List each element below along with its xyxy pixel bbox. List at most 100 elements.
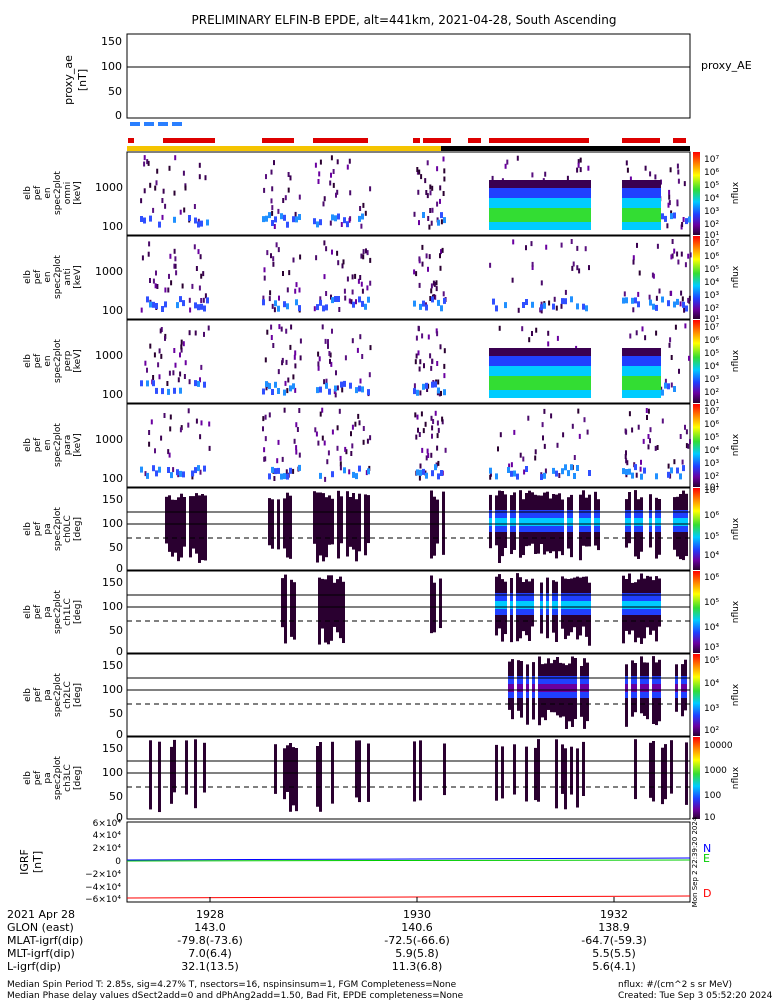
spectrogram-cell	[369, 345, 372, 351]
spectrogram-cell	[669, 337, 672, 343]
spectrogram-cell	[670, 213, 673, 220]
energy-panel-frame	[126, 151, 691, 236]
spectrogram-cell	[440, 249, 442, 255]
fgm-availability-bar	[172, 122, 182, 126]
spectrogram-cell	[522, 208, 525, 222]
spectrogram-cell	[519, 376, 522, 390]
spectrogram-cell	[550, 676, 553, 684]
spectrogram-cell	[658, 676, 661, 684]
spectrogram-cell	[635, 472, 638, 478]
spectrogram-cell	[531, 188, 534, 198]
pa-ytick: 100	[102, 600, 123, 613]
spectrogram-cell	[528, 376, 531, 390]
cbar-tick: 10⁷	[704, 407, 719, 417]
spectrogram-cell	[351, 424, 354, 430]
spectrogram-cell	[489, 356, 492, 366]
cbar-label: nflux	[731, 349, 741, 372]
cbar-tick: 1000	[704, 766, 727, 776]
spectrogram-cell	[628, 411, 631, 417]
spectrogram-cell	[522, 222, 525, 230]
spectrogram-cell	[429, 208, 432, 213]
spectrogram-cell	[265, 215, 268, 222]
spectrogram-cell	[646, 601, 649, 609]
spectrogram-cell	[368, 372, 371, 378]
spectrogram-cell	[525, 390, 528, 398]
spectrogram-cell	[634, 390, 637, 398]
energy-spectrogram-cells	[140, 155, 691, 230]
spectrogram-cell	[646, 390, 649, 398]
spectrogram-cell	[594, 510, 597, 518]
spectrogram-cell	[268, 498, 271, 546]
spectrogram-cell	[640, 198, 643, 208]
spectrogram-cell	[577, 162, 580, 168]
spectrogram-cell	[431, 381, 434, 388]
spectrogram-cell	[673, 459, 676, 465]
spectrogram-cell	[273, 224, 276, 229]
spectrogram-cell	[146, 159, 149, 165]
spectrogram-cell	[180, 339, 183, 345]
pa-ylabel: pef	[33, 687, 43, 702]
spectrogram-cell	[531, 222, 534, 230]
spectrogram-cell	[637, 208, 640, 222]
spectrogram-cell	[313, 218, 316, 225]
spectrogram-cell	[570, 188, 573, 198]
energy-ytick: 1000	[95, 181, 123, 194]
spectrogram-cell	[510, 366, 513, 376]
spectrogram-cell	[573, 601, 576, 609]
spectrogram-cell	[549, 518, 552, 526]
spectrogram-cell	[555, 180, 558, 188]
spectrogram-cell	[322, 493, 325, 562]
spectrogram-cell	[573, 473, 576, 479]
spectrogram-cell	[631, 356, 634, 366]
spectrogram-cell	[184, 185, 187, 191]
spectrogram-cell	[316, 746, 319, 807]
spectrogram-cell	[319, 296, 322, 302]
spectrogram-cell	[513, 470, 516, 477]
spectrogram-cell	[278, 324, 281, 330]
spectrogram-cell	[286, 221, 289, 228]
spectrogram-cell	[573, 198, 576, 208]
spectrogram-cell	[684, 262, 687, 268]
spectrogram-cell	[495, 198, 498, 208]
spectrogram-cell	[140, 307, 143, 313]
spectrogram-cell	[504, 163, 507, 169]
igrf-ytick: −4×10⁴	[85, 883, 121, 893]
igrf-panel: 6×10⁴ 4×10⁴ 2×10⁴ 0 −2×10⁴ −4×10⁴ −6×10⁴…	[18, 816, 711, 907]
pa-ylabel: [deg]	[73, 683, 83, 707]
spectrogram-cell	[635, 330, 638, 336]
spectrogram-cell	[287, 172, 290, 177]
pa-ylabel: spec2plot	[53, 756, 63, 800]
spectrogram-cell	[204, 175, 207, 181]
fgm-availability-bar	[158, 122, 168, 126]
spectrogram-cell	[655, 366, 658, 376]
spectrogram-cell	[148, 430, 151, 435]
spectrogram-cell	[182, 300, 185, 307]
spectrogram-cell	[632, 259, 635, 265]
spectrogram-cell	[443, 168, 446, 174]
spectrogram-cell	[567, 188, 570, 198]
spectrogram-cell	[361, 213, 364, 220]
spectrogram-cell	[287, 187, 290, 193]
spectrogram-cell	[325, 378, 328, 384]
spectrogram-cell	[567, 222, 570, 230]
spectrogram-cell	[586, 429, 589, 435]
spectrogram-cell	[171, 499, 174, 557]
spectrogram-cell	[513, 744, 516, 795]
cbar-tick: 100	[704, 791, 721, 801]
spectrogram-cell	[546, 609, 549, 615]
spectrogram-cell	[661, 296, 664, 303]
cbar-label: nflux	[731, 517, 741, 540]
spectrogram-cell	[432, 419, 435, 424]
spectrogram-cell	[555, 208, 558, 222]
spectrogram-cell	[146, 472, 149, 479]
spectrogram-cell	[182, 341, 185, 347]
cbar-tick: 10⁷	[704, 486, 719, 496]
science-collection-bar	[673, 138, 686, 143]
spectrogram-cell	[578, 268, 581, 274]
spectrogram-cell	[513, 198, 516, 208]
spectrogram-cell	[525, 299, 528, 305]
sunlight-bar	[127, 146, 441, 151]
spectrogram-cell	[643, 601, 646, 609]
science-collection-bar	[468, 138, 481, 143]
spectrogram-cell	[673, 526, 676, 532]
